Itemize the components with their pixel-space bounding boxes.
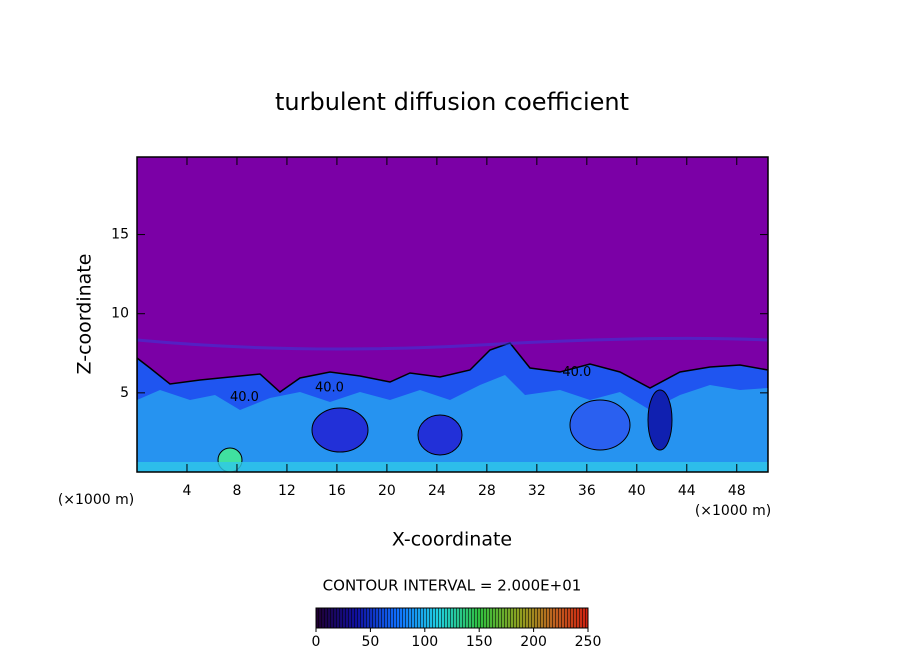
y-tick-label: 5	[120, 385, 129, 401]
colorbar-tick-label: 200	[520, 634, 547, 650]
field	[137, 157, 768, 472]
x-tick-label: 12	[278, 483, 296, 499]
x-tick-label: 20	[378, 483, 396, 499]
y-axis-label: Z-coordinate	[74, 254, 96, 375]
y-tick-label: 10	[111, 306, 129, 322]
colorbar-frame	[315, 607, 589, 629]
chart-title: turbulent diffusion coefficient	[275, 88, 629, 116]
contour-label: 40.0	[230, 390, 259, 405]
colorbar-tick-label: 150	[466, 634, 493, 650]
x-unit: (×1000 m)	[695, 503, 771, 519]
x-tick-label: 16	[328, 483, 346, 499]
colorbar-title: CONTOUR INTERVAL = 2.000E+01	[323, 577, 582, 595]
colorbar-tick-label: 250	[575, 634, 602, 650]
colorbar-tick-label: 0	[312, 634, 321, 650]
x-axis-label: X-coordinate	[392, 529, 512, 551]
x-tick-label: 4	[183, 483, 192, 499]
x-tick-label: 8	[232, 483, 241, 499]
y-tick-label: 15	[111, 227, 129, 243]
x-tick-label: 24	[428, 483, 446, 499]
colorbar-tick-label: 50	[361, 634, 379, 650]
contour-label: 40.0	[315, 381, 344, 396]
x-tick-label: 32	[528, 483, 546, 499]
plot-frame	[136, 156, 769, 473]
x-tick-label: 40	[628, 483, 646, 499]
x-tick-label: 48	[728, 483, 746, 499]
y-unit: (×1000 m)	[58, 492, 134, 508]
contour-label: 40.0	[562, 365, 591, 380]
x-tick-label: 44	[678, 483, 696, 499]
x-tick-label: 28	[478, 483, 496, 499]
x-tick-label: 36	[578, 483, 596, 499]
colorbar-tick-label: 100	[411, 634, 438, 650]
